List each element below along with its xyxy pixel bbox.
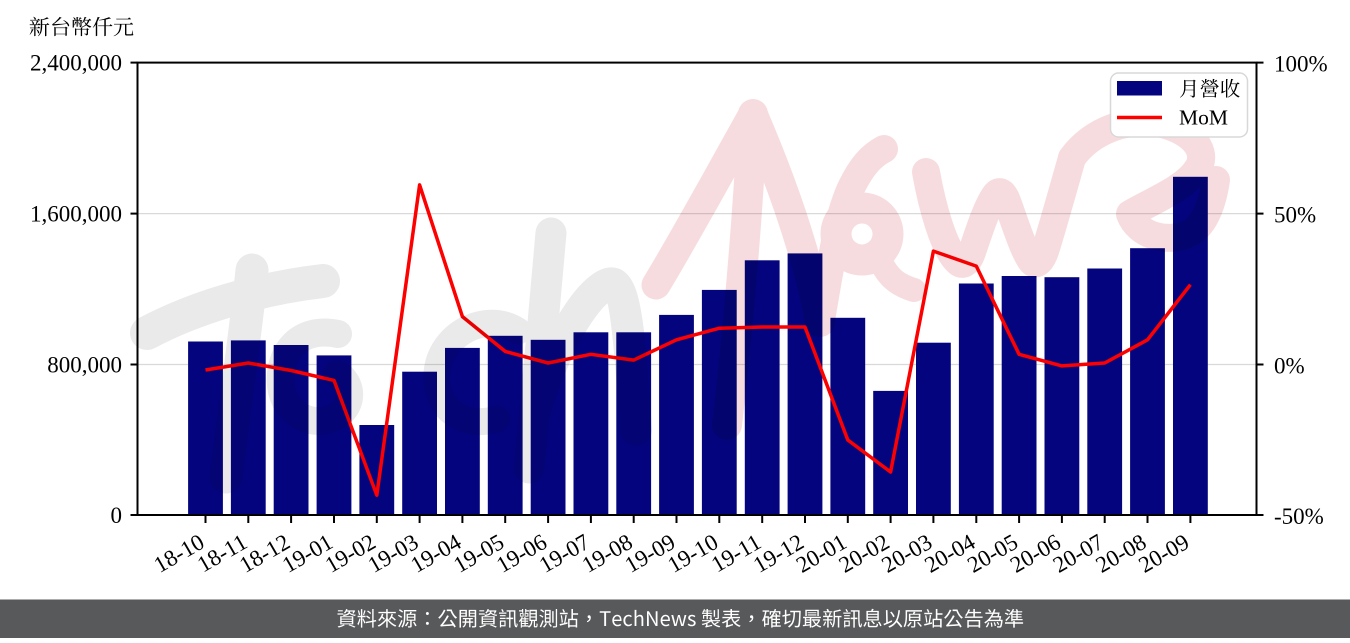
svg-text:MoM: MoM	[1179, 106, 1228, 130]
svg-text:50%: 50%	[1274, 203, 1316, 228]
svg-text:0: 0	[111, 503, 123, 528]
svg-text:0%: 0%	[1274, 354, 1305, 379]
svg-text:1,600,000: 1,600,000	[30, 202, 122, 227]
svg-text:800,000: 800,000	[47, 353, 122, 378]
svg-text:2,400,000: 2,400,000	[30, 51, 122, 76]
svg-text:100%: 100%	[1274, 52, 1328, 77]
svg-text:-50%: -50%	[1274, 504, 1324, 529]
